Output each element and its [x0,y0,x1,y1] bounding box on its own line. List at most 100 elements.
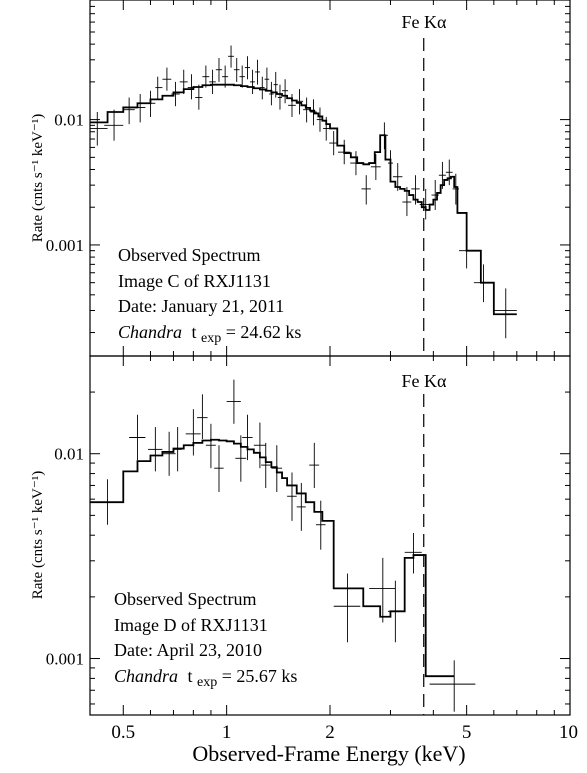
top-data-point [202,65,210,88]
x-tick-label: 0.5 [111,722,135,743]
top-exposure-sub: exp [201,331,221,346]
top-data-point [323,116,330,141]
bottom-data-point [185,409,201,456]
bottom-y-tick-label: 0.01 [54,445,84,464]
top-exposure-t: t [192,322,197,342]
top-data-point [228,45,234,68]
top-data-point [273,71,278,98]
bottom-annotation-line-1: Observed Spectrum [114,589,256,609]
top-data-point [431,179,439,211]
bottom-data-point [287,472,297,521]
bottom-data-point [90,479,124,525]
bottom-data-point [261,442,271,489]
bottom-annotation-line-2: Image D of RXJ1131 [114,615,268,635]
bottom-data-point [129,414,146,461]
bottom-model-step-line [90,438,455,678]
bottom-data-point [296,482,306,531]
top-data-point [473,264,494,303]
x-tick-label: 5 [462,722,472,743]
top-exposure-line: Chandra t exp = 24.62 ks [118,322,301,346]
bottom-feka-label: Fe Kα [402,371,447,391]
top-data-point [445,159,453,186]
top-data-point [310,99,317,126]
bottom-data-point [197,394,208,439]
bottom-data-point [309,442,320,489]
bottom-data-point [173,427,182,472]
top-data-point [387,150,393,177]
bottom-data-point [387,580,403,643]
top-exposure-instrument: Chandra [118,322,182,342]
top-y-tick-label: 0.001 [46,236,84,255]
x-tick-label: 10 [559,722,578,743]
top-data-point [209,69,216,95]
bottom-annotation-line-3: Date: April 23, 2010 [114,640,262,660]
top-data-point [255,59,260,85]
bottom-exposure-instrument: Chandra [114,666,178,686]
top-annotation-block: Observed Spectrum Image C of RXJ1131 Dat… [118,245,301,346]
bottom-data-point [242,414,253,461]
top-annotation-line-1: Observed Spectrum [118,245,260,265]
top-data-point [370,154,381,180]
bottom-data-point [147,427,163,472]
top-data-point [222,65,229,88]
top-data-point [350,151,362,176]
bottom-data-point [253,422,266,469]
top-data-point [239,65,245,88]
bottom-exposure-sub: exp [197,675,217,690]
top-data-point [337,139,351,165]
top-data-point [250,69,256,95]
bottom-data-point [205,423,216,469]
top-data-point [123,97,135,125]
top-exposure-value: = 24.62 ks [226,322,302,342]
top-data-point [179,69,188,95]
top-data-point [187,74,196,100]
bottom-exposure-line: Chandra t exp = 25.67 ks [114,666,297,690]
bottom-data-point [315,500,326,550]
bottom-data-point [404,533,422,574]
x-axis-label: Observed-Frame Energy (keV) [192,741,465,766]
top-data-point [288,94,296,117]
top-data-point [264,67,270,91]
top-data-point [195,84,203,110]
top-data-point [295,89,304,115]
top-data-point [104,109,124,141]
top-data-point [90,111,108,146]
top-data-point [392,163,403,191]
bottom-panel-frame [89,355,571,716]
top-data-point [380,122,388,150]
top-y-tick-label: 0.01 [54,111,84,130]
x-tick-label: 1 [222,722,232,743]
bottom-data-point [226,379,241,424]
top-ylabel: Rate (cnts s⁻¹ keV⁻¹) [30,114,46,243]
bottom-data-point [235,435,247,482]
bottom-ylabel: Rate (cnts s⁻¹ keV⁻¹) [30,471,46,600]
bottom-data-point [333,573,361,643]
bottom-data-point [162,431,176,476]
top-data-point [419,188,432,220]
bottom-data-point [369,557,396,623]
top-data-point [282,79,289,104]
top-data-point [233,58,240,82]
top-feka-label: Fe Kα [402,12,447,32]
top-annotation-line-2: Image C of RXJ1131 [118,271,271,291]
top-annotation-line-3: Date: January 21, 2011 [118,296,284,316]
top-data-point [316,107,324,132]
top-panel: Rate (cnts s⁻¹ keV⁻¹) Fe Kα Observed Spe… [30,0,571,357]
top-data-point [277,84,283,110]
top-data-point [171,81,180,107]
top-data-point [452,173,459,205]
top-data-point [361,175,371,205]
bottom-exposure-value: = 25.67 ks [222,666,298,686]
bottom-annotation-block: Observed Spectrum Image D of RXJ1131 Dat… [114,589,297,690]
top-data-point [162,67,172,91]
top-data-point [329,131,338,156]
top-data-point [134,94,146,123]
bottom-exposure-t: t [188,666,193,686]
top-data-point [303,97,311,123]
top-data-point [259,76,265,100]
top-data-point [493,288,517,339]
top-data-point [155,76,163,100]
x-tick-label: 2 [325,722,335,743]
bottom-y-tick-label: 0.001 [46,650,84,669]
